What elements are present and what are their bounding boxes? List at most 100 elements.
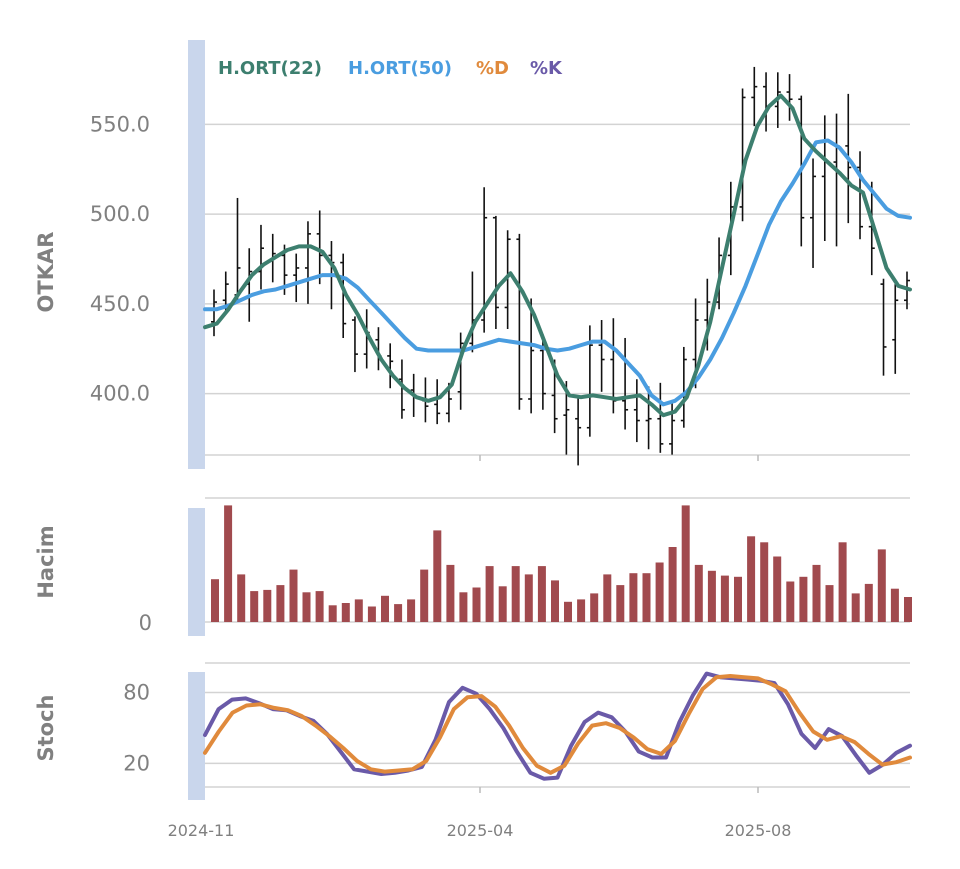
volume-bar: [720, 575, 729, 622]
volume-bar: [851, 593, 860, 622]
stoch-y-tick-label: 80: [123, 681, 150, 705]
legend-item: H.ORT(50): [348, 58, 452, 79]
volume-bar: [642, 573, 651, 622]
volume-bar: [890, 588, 899, 622]
volume-bar: [629, 573, 638, 622]
volume-zero-tick-label: 0: [139, 611, 152, 635]
volume-bar: [694, 564, 703, 622]
moving-average-lines: [203, 93, 912, 418]
volume-bar: [407, 599, 416, 622]
volume-bar: [864, 583, 873, 622]
ohlc-bar: [340, 253, 347, 338]
ohlc-bar: [739, 88, 746, 222]
volume-bar: [786, 581, 795, 622]
volume-bar: [328, 605, 337, 622]
volume-y-axis-label: Hacim: [34, 525, 58, 598]
volume-bar: [446, 564, 455, 622]
volume-bar: [551, 580, 559, 622]
x-tick-label-3: 2025-08: [725, 821, 792, 840]
ohlc-bar: [892, 284, 899, 374]
price-gridlines: [205, 123, 910, 456]
volume-bar: [224, 505, 233, 622]
volume-bars: [211, 505, 912, 623]
ohlc-bar: [633, 379, 640, 443]
volume-bar: [681, 505, 690, 622]
volume-bar: [747, 536, 756, 622]
volume-bar: [459, 592, 468, 623]
volume-bar: [472, 587, 481, 622]
volume-bar: [341, 603, 350, 622]
volume-bar: [524, 574, 533, 622]
price-y-tick-label: 550.0: [90, 112, 150, 136]
volume-bar: [734, 576, 742, 622]
ohlc-bar: [821, 115, 828, 242]
volume-bar: [263, 589, 272, 622]
ohlc-bar: [786, 74, 793, 121]
ohlc-bar: [387, 343, 394, 389]
stoch-y-tick-label: 20: [123, 751, 150, 775]
volume-bar: [498, 586, 507, 622]
ohlc-bar: [469, 271, 476, 353]
ohlc-bar: [293, 253, 300, 303]
ohlc-bar: [528, 298, 535, 414]
volume-bar: [577, 599, 586, 622]
volume-bar: [354, 599, 363, 622]
ohlc-bar: [351, 316, 358, 373]
volume-bar: [877, 549, 886, 622]
ohlc-bar: [316, 210, 323, 285]
volume-panel-side-bar: [188, 508, 205, 636]
volume-bar: [485, 566, 494, 622]
volume-bar: [211, 579, 219, 622]
volume-bar: [838, 542, 847, 622]
volume-bar: [603, 574, 612, 622]
ohlc-bar: [680, 346, 687, 428]
ohlc-bar: [211, 289, 217, 337]
stoch-panel-side-bar: [188, 672, 205, 800]
ohlc-bar: [833, 113, 840, 247]
ohlc-bar: [645, 386, 652, 450]
volume-bar: [825, 585, 834, 622]
volume-bar: [799, 576, 808, 622]
ohlc-bar: [504, 230, 511, 329]
ohlc-bar: [457, 332, 464, 410]
volume-bar: [760, 542, 769, 622]
price-y-axis-label: OTKAR: [34, 232, 58, 313]
ohlc-bar: [492, 215, 499, 329]
price-y-tick-labels: 400.0 450.0 500.0 550.0: [90, 112, 150, 405]
volume-bar: [616, 585, 625, 622]
ohlc-bar: [810, 158, 817, 268]
legend-item: H.ORT(22): [218, 58, 322, 79]
volume-bar: [590, 593, 599, 622]
series-line-h-ort-50: [203, 138, 912, 407]
legend: H.ORT(22) H.ORT(50) %D %K: [218, 58, 563, 79]
ohlc-bar: [398, 359, 405, 419]
volume-bar: [394, 604, 403, 622]
volume-bar: [420, 569, 429, 622]
price-y-tick-label: 500.0: [90, 202, 150, 226]
ohlc-bar: [575, 397, 582, 466]
volume-bar: [276, 585, 285, 622]
volume-bar: [367, 606, 376, 622]
volume-bar: [289, 569, 298, 622]
volume-bar: [433, 530, 442, 622]
volume-bar: [707, 570, 716, 622]
ohlc-bar: [598, 320, 605, 392]
ohlc-bar: [857, 151, 864, 240]
volume-bar: [381, 595, 389, 622]
ohlc-bar: [657, 382, 664, 453]
ohlc-bar: [763, 72, 770, 132]
ohlc-bar: [622, 337, 629, 430]
x-axis: 2024-11 2025-04 2025-08: [168, 455, 792, 840]
stoch-gridlines: [205, 662, 910, 788]
legend-item: %D: [476, 58, 509, 79]
ohlc-bar: [751, 66, 758, 127]
stoch-line-d: [203, 674, 912, 775]
volume-bar: [773, 556, 782, 622]
ohlc-bar: [434, 379, 441, 425]
volume-bar: [564, 601, 572, 622]
ohlc-bar: [257, 224, 264, 290]
volume-bar: [655, 562, 664, 622]
